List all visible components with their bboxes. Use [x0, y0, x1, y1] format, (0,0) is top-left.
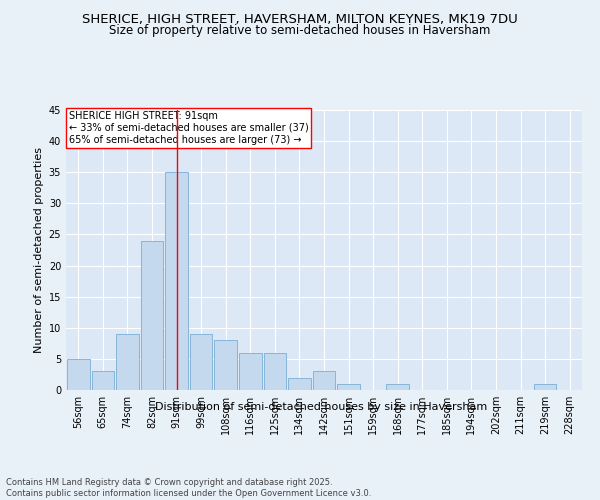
Bar: [386, 384, 409, 390]
Bar: [214, 340, 237, 390]
Text: SHERICE HIGH STREET: 91sqm
← 33% of semi-detached houses are smaller (37)
65% of: SHERICE HIGH STREET: 91sqm ← 33% of semi…: [68, 112, 308, 144]
Bar: [190, 334, 212, 390]
Bar: [263, 352, 286, 390]
Text: SHERICE, HIGH STREET, HAVERSHAM, MILTON KEYNES, MK19 7DU: SHERICE, HIGH STREET, HAVERSHAM, MILTON …: [82, 12, 518, 26]
Text: Contains HM Land Registry data © Crown copyright and database right 2025.
Contai: Contains HM Land Registry data © Crown c…: [6, 478, 371, 498]
Bar: [67, 359, 89, 390]
Bar: [337, 384, 360, 390]
Text: Distribution of semi-detached houses by size in Haversham: Distribution of semi-detached houses by …: [155, 402, 487, 412]
Y-axis label: Number of semi-detached properties: Number of semi-detached properties: [34, 147, 44, 353]
Bar: [140, 240, 163, 390]
Bar: [313, 372, 335, 390]
Bar: [534, 384, 556, 390]
Bar: [92, 372, 114, 390]
Text: Size of property relative to semi-detached houses in Haversham: Size of property relative to semi-detach…: [109, 24, 491, 37]
Bar: [239, 352, 262, 390]
Bar: [116, 334, 139, 390]
Bar: [165, 172, 188, 390]
Bar: [288, 378, 311, 390]
